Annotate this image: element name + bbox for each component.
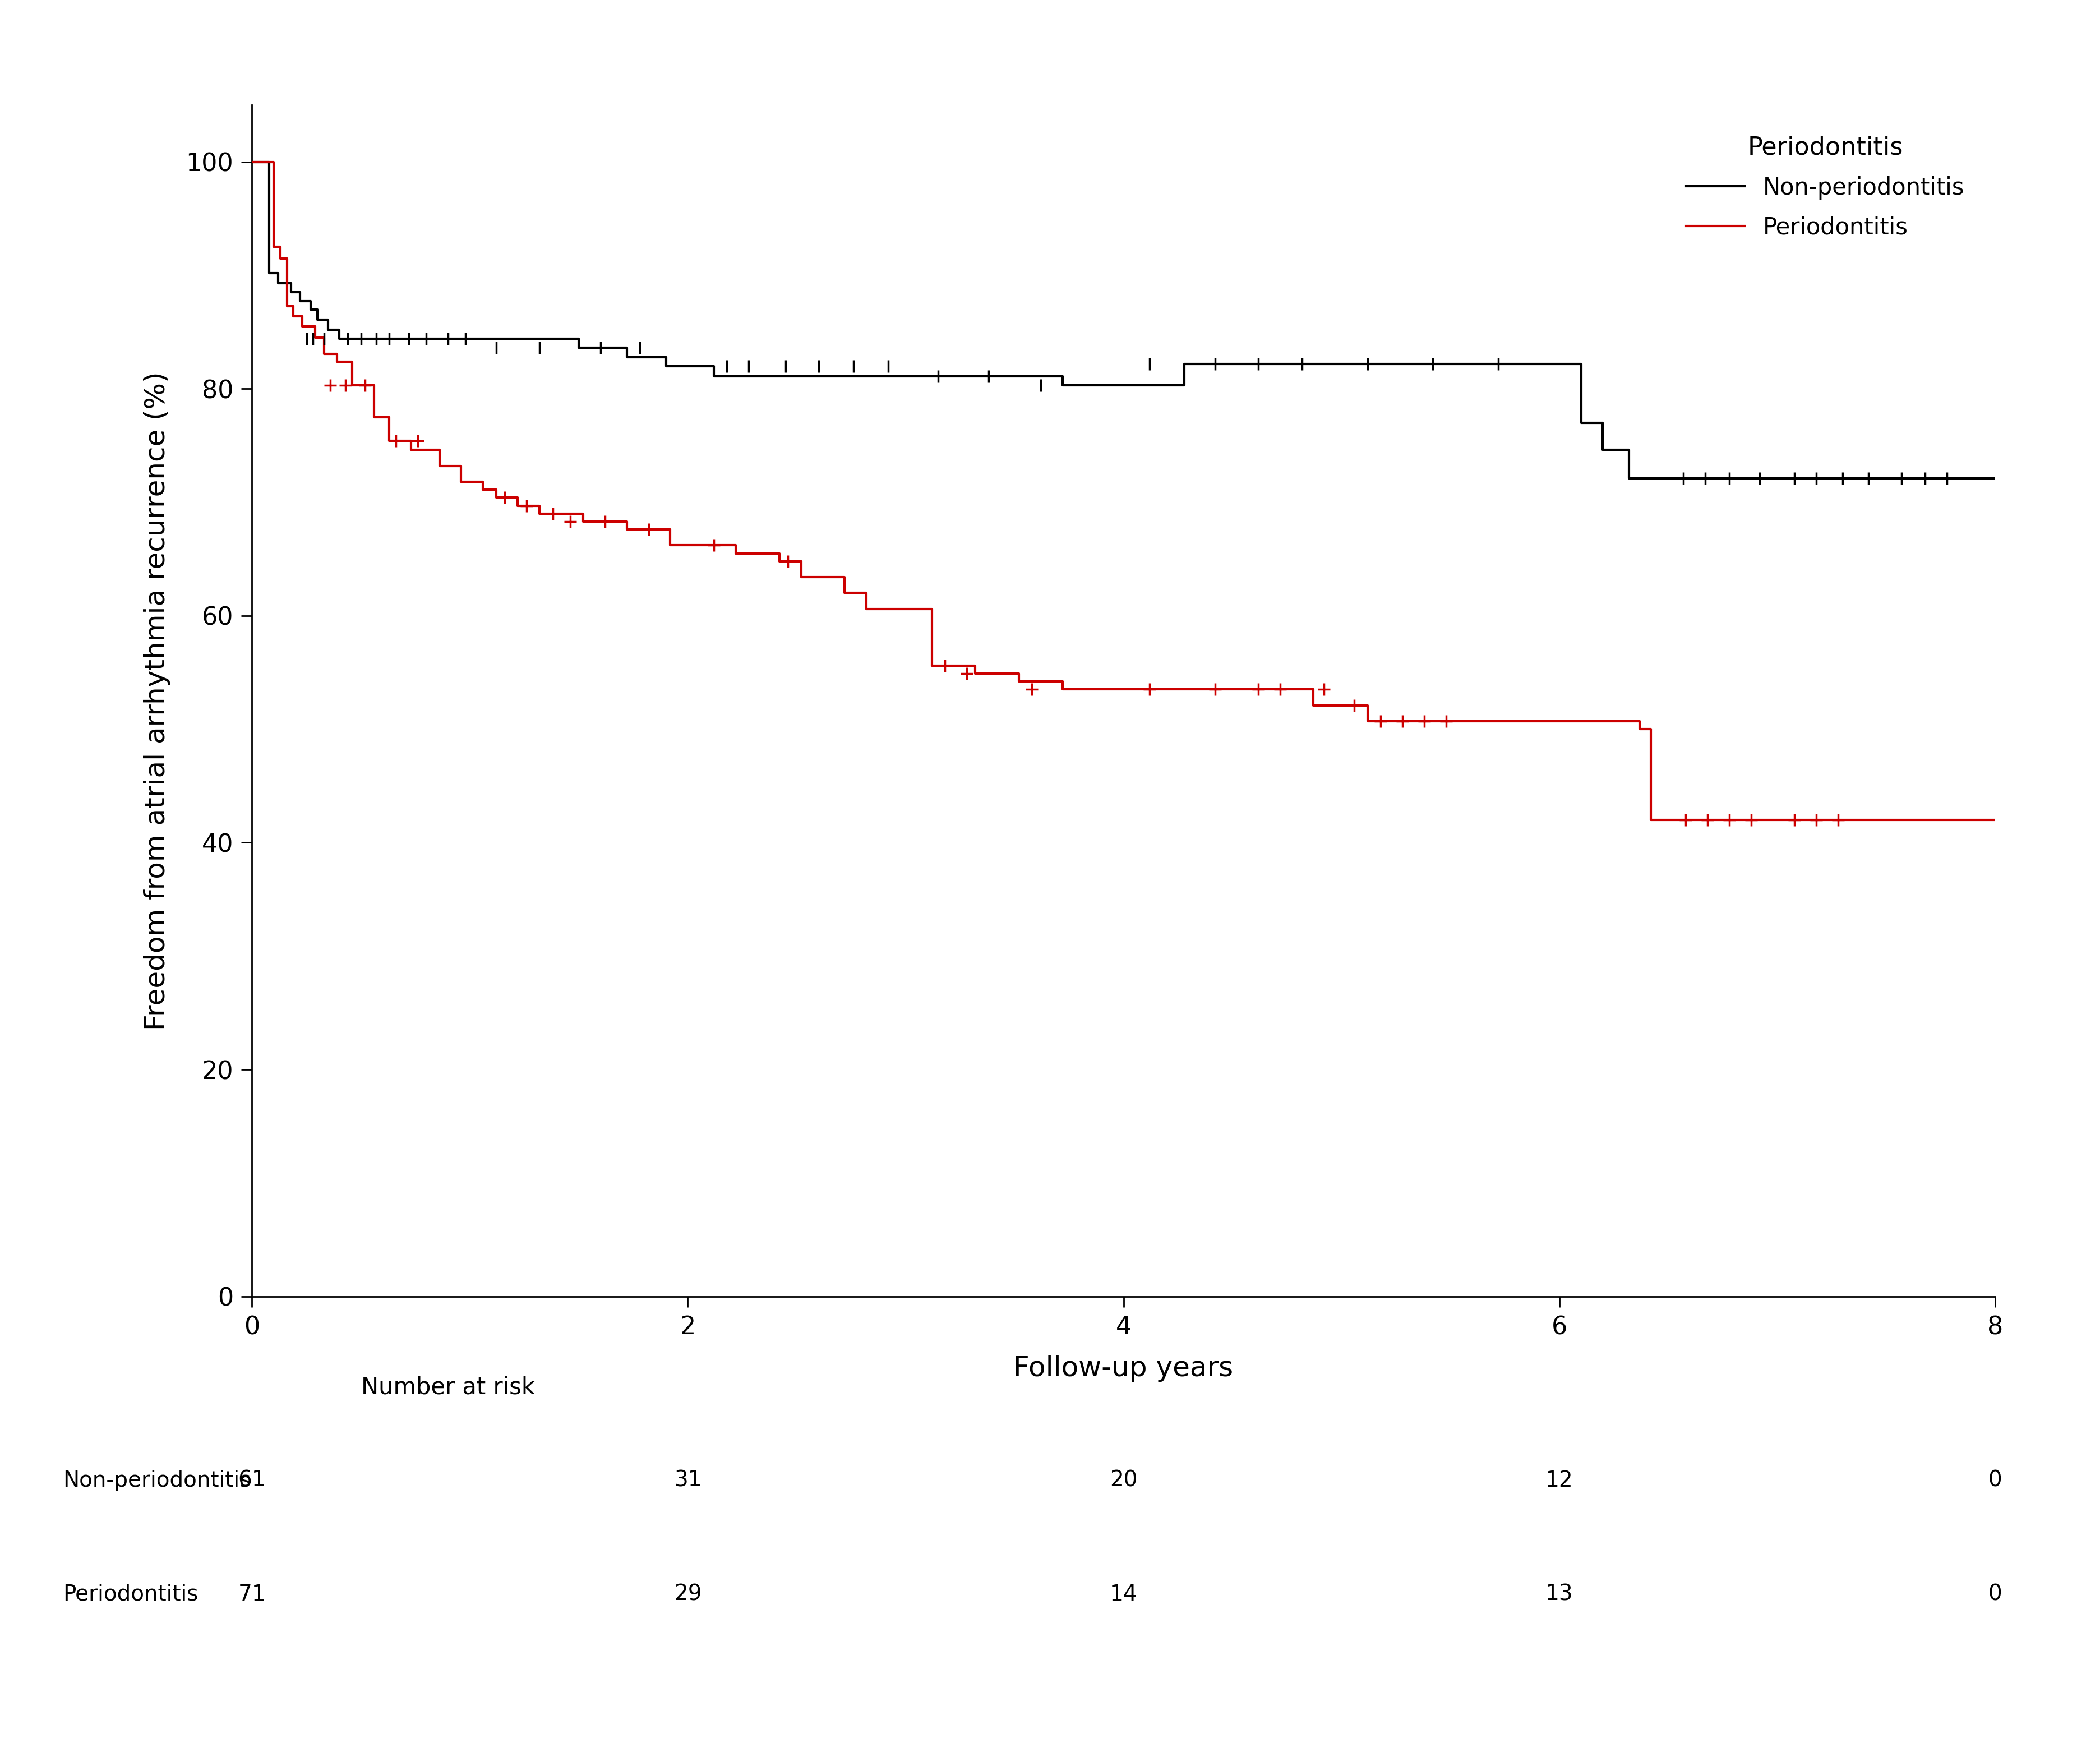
Text: 14: 14 [1109,1584,1138,1605]
Text: 29: 29 [674,1584,701,1605]
X-axis label: Follow-up years: Follow-up years [1014,1354,1233,1382]
Text: 0: 0 [1989,1470,2001,1491]
Y-axis label: Freedom from atrial arrhythmia recurrence (%): Freedom from atrial arrhythmia recurrenc… [143,371,170,1030]
Text: 61: 61 [237,1470,267,1491]
Text: Periodontitis: Periodontitis [63,1584,197,1605]
Text: Non-periodontitis: Non-periodontitis [63,1470,252,1491]
Text: 71: 71 [237,1584,267,1605]
Text: 20: 20 [1109,1470,1138,1491]
Text: 0: 0 [1989,1584,2001,1605]
Text: Number at risk: Number at risk [361,1375,536,1398]
Text: 31: 31 [674,1470,701,1491]
Text: 13: 13 [1546,1584,1573,1605]
Text: 12: 12 [1546,1470,1573,1491]
Legend: Non-periodontitis, Periodontitis: Non-periodontitis, Periodontitis [1667,117,1982,258]
